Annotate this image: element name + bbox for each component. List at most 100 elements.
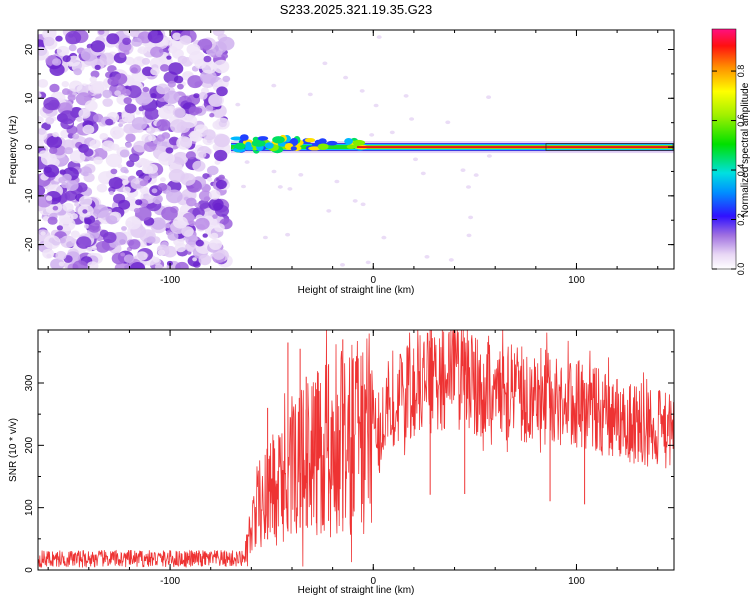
colorbar-tick-label: 0.2 — [736, 213, 746, 226]
signal-blob — [251, 139, 266, 147]
noise-blob — [110, 168, 118, 175]
noise-blob — [205, 105, 214, 112]
snr-ylabel: SNR (10 * v/v) — [8, 418, 19, 482]
signal-blob — [239, 134, 249, 141]
noise-blob — [128, 239, 141, 250]
noise-blob — [326, 209, 332, 213]
noise-blob — [55, 250, 67, 261]
noise-blob — [218, 174, 225, 181]
signal-blob — [245, 141, 252, 149]
noise-blob — [186, 197, 197, 207]
noise-blob — [88, 222, 101, 233]
noise-blob — [420, 171, 426, 176]
noise-blob — [157, 249, 165, 256]
noise-blob — [188, 220, 196, 227]
x-tick-label: 100 — [568, 576, 585, 587]
noise-blob — [123, 49, 130, 55]
noise-blob — [124, 103, 137, 114]
noise-blob — [208, 239, 223, 250]
noise-blob — [107, 76, 119, 86]
noise-blob — [41, 122, 51, 131]
noise-blob — [217, 36, 235, 51]
noise-blob — [241, 184, 246, 189]
noise-blob — [150, 217, 166, 230]
noise-blob — [194, 217, 210, 230]
noise-blob — [152, 256, 160, 263]
noise-blob — [59, 110, 76, 125]
snr-panel: -100 0 100 0 100 200 300 Height of straight li… — [8, 329, 675, 596]
noise-blob — [168, 62, 184, 75]
noise-blob — [111, 130, 122, 140]
noise-blob — [186, 115, 194, 122]
noise-blob — [125, 142, 133, 149]
noise-blob — [64, 147, 74, 155]
figure-title: S233.2025.321.19.35.G23 — [280, 2, 433, 17]
noise-blob — [198, 190, 212, 202]
noise-blob — [89, 231, 100, 239]
noise-blob — [123, 97, 132, 105]
noise-blob — [244, 160, 250, 164]
noise-blob — [75, 182, 88, 193]
noise-blob — [118, 199, 131, 210]
noise-blob — [285, 232, 291, 237]
noise-blob — [158, 151, 175, 166]
noise-blob — [83, 148, 94, 157]
noise-blob — [119, 149, 130, 158]
noise-blob — [152, 196, 163, 205]
noise-blob — [298, 173, 304, 177]
noise-blob — [78, 195, 93, 207]
noise-blob — [381, 235, 387, 240]
noise-blob — [92, 113, 104, 123]
noise-blob — [198, 254, 212, 266]
noise-blob — [172, 151, 189, 165]
noise-blob — [71, 238, 78, 244]
noise-blob — [38, 116, 44, 124]
noise-blob — [165, 147, 174, 154]
noise-blob — [69, 80, 83, 92]
signal-blob — [264, 142, 274, 149]
y-tick-label: 0 — [24, 567, 35, 573]
noise-blob — [287, 187, 293, 191]
noise-blob — [128, 153, 140, 163]
noise-blob — [78, 108, 91, 119]
y-tick-label: -10 — [24, 188, 35, 203]
noise-blob — [200, 69, 217, 84]
noise-blob — [62, 55, 71, 63]
noise-blob — [58, 217, 76, 232]
noise-blob — [215, 179, 227, 190]
noise-blob — [424, 254, 430, 259]
noise-blob — [352, 199, 358, 203]
noise-blob — [135, 199, 143, 206]
signal-blob — [326, 140, 338, 146]
noise-blob — [62, 202, 74, 212]
noise-blob — [466, 185, 471, 189]
signal-blob — [308, 146, 321, 151]
noise-blob — [43, 36, 55, 47]
noise-blob — [109, 190, 114, 195]
y-tick-label: 10 — [24, 92, 35, 104]
noise-blob — [176, 136, 193, 150]
noise-blob — [123, 254, 135, 263]
noise-blob — [42, 216, 50, 222]
noise-blob — [96, 183, 108, 193]
signal-blob — [317, 143, 329, 150]
noise-blob — [108, 177, 124, 189]
noise-blob — [102, 89, 113, 99]
noise-blob — [76, 116, 83, 122]
noise-blob — [86, 261, 99, 269]
noise-blob — [222, 75, 231, 83]
noise-blob — [172, 107, 186, 118]
noise-blob — [93, 156, 103, 165]
signal-blob — [344, 138, 353, 145]
noise-blob — [49, 83, 60, 93]
noise-blob — [147, 30, 164, 44]
noise-blob — [174, 242, 187, 253]
noise-blob — [106, 33, 120, 45]
noise-blob — [334, 179, 340, 184]
noise-blob — [208, 189, 221, 200]
noise-blob — [208, 93, 225, 107]
noise-blob — [130, 262, 146, 269]
noise-blob — [195, 239, 204, 247]
noise-blob — [186, 43, 201, 56]
noise-blob — [207, 165, 219, 176]
